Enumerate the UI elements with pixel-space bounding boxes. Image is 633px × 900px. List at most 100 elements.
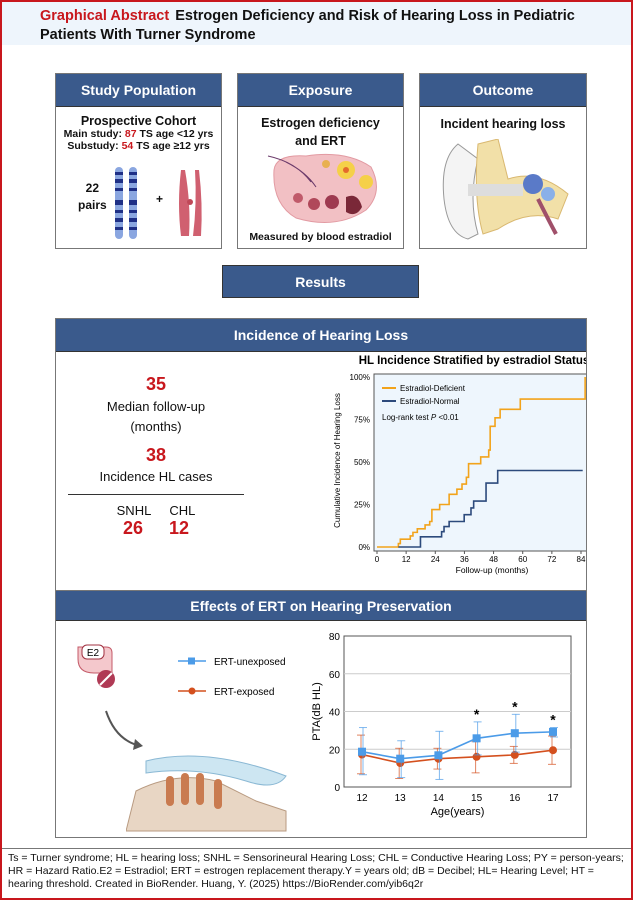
pta-xtick: 16 <box>509 793 521 804</box>
substudy-line: Substudy: 54 TS age ≥12 yrs <box>56 140 221 152</box>
pta-line-1 <box>361 749 554 764</box>
pta-xtick: 12 <box>356 793 368 804</box>
main-study-line: Main study: 87 TS age <12 yrs <box>56 128 221 140</box>
pta-point <box>510 729 519 738</box>
pta-xlabel: Age(years) <box>431 806 485 818</box>
page-title: Graphical Abstract Estrogen Deficiency an… <box>40 7 600 45</box>
effects-panel: Effects of ERT on Hearing Preservation E… <box>55 590 587 838</box>
pta-legend-label: ERT-unexposed <box>214 657 286 668</box>
pta-ytick: 20 <box>329 745 341 756</box>
e2-label: E2 <box>87 648 100 659</box>
pairs-label: 22 pairs <box>78 180 107 214</box>
main-prefix: Main study: <box>63 128 122 140</box>
km-chart: HL Incidence Stratified by estradiol Sta… <box>333 355 586 575</box>
sub-prefix: Substudy: <box>67 140 119 152</box>
snhl-value: 26 <box>122 518 143 538</box>
arrow-icon <box>105 710 143 750</box>
pta-ylabel: PTA(dB HL) <box>311 682 323 740</box>
followup-label: Median follow-up (months) <box>106 399 206 434</box>
exposure-caption: Measured by blood estradiol <box>249 231 392 243</box>
incidence-heading: Incidence of Hearing Loss <box>56 319 586 352</box>
sub-n: 54 <box>121 140 134 152</box>
cohort-title: Prospective Cohort <box>80 114 197 128</box>
chromosome-icon <box>115 167 202 239</box>
km-ytick: 100% <box>350 373 370 382</box>
km-series-0 <box>377 377 586 548</box>
pta-chart: 0 20 40 60 80 12 13 14 15 16 17 Age(years) PTA(dB HL… <box>178 632 572 818</box>
pta-point <box>549 746 557 755</box>
e2-pill-icon: E2 <box>77 644 115 688</box>
significance-asterisk: * <box>474 706 480 722</box>
exposure-panel: Exposure Estrogen deficiency and ERT Mea… <box>237 73 404 249</box>
plus-sign: + <box>156 192 164 206</box>
exposure-heading: Exposure <box>238 74 403 107</box>
pta-point <box>472 752 481 761</box>
km-xtick: 12 <box>402 555 411 564</box>
outcome-text: Incident hearing loss <box>440 117 566 131</box>
pta-legend-marker <box>188 687 196 695</box>
title-bar: Graphical Abstract Estrogen Deficiency an… <box>2 2 631 45</box>
km-ytick: 75% <box>354 416 370 425</box>
km-legend-label: Estradiol-Deficient <box>400 384 466 393</box>
results-button[interactable]: Results <box>222 265 419 298</box>
incidence-panel: Incidence of Hearing Loss 35 Median foll… <box>55 318 587 605</box>
footer-abbreviations: Ts = Turner syndrome; HL = hearing loss;… <box>2 848 631 898</box>
graphical-abstract-label: Graphical Abstract <box>40 8 170 24</box>
significance-asterisk: * <box>512 698 518 714</box>
km-ytick: 25% <box>354 501 370 510</box>
pairs-text: pairs <box>78 198 107 212</box>
effects-heading: Effects of ERT on Hearing Preservation <box>56 591 586 621</box>
followup-value: 35 <box>145 374 167 394</box>
pta-legend-label: ERT-exposed <box>214 687 274 698</box>
pta-xtick: 15 <box>471 793 483 804</box>
pta-xtick: 13 <box>395 793 407 804</box>
km-ylabel: Cumulative Incidence of Hearing Loss <box>333 393 342 528</box>
pta-ytick: 0 <box>334 783 340 794</box>
pta-ytick: 60 <box>329 670 341 681</box>
km-legend-label: Estradiol-Normal <box>400 397 460 406</box>
km-xtick: 24 <box>431 555 440 564</box>
snhl-label: SNHL <box>116 503 152 518</box>
km-xtick: 48 <box>489 555 498 564</box>
pta-point <box>434 751 443 760</box>
pta-point <box>472 734 481 743</box>
km-xtick: 60 <box>518 555 527 564</box>
pta-point <box>510 750 519 759</box>
pta-xtick: 14 <box>433 793 445 804</box>
km-ytick: 50% <box>354 458 370 467</box>
km-xtick: 84 <box>577 555 586 564</box>
cochlea-hair-cells-icon <box>126 755 287 832</box>
divider <box>68 494 244 495</box>
km-ytick: 0% <box>358 543 370 552</box>
chl-value: 12 <box>169 518 190 538</box>
km-xtick: 0 <box>375 555 380 564</box>
km-annotation: Log-rank test P <0.01 <box>382 413 459 422</box>
study-population-panel: Study Population Prospective Cohort Main… <box>55 73 222 249</box>
significance-asterisk: * <box>550 712 556 728</box>
cases-label: Incidence HL cases <box>99 469 213 484</box>
pta-ytick: 40 <box>329 708 341 719</box>
ear-anatomy-icon <box>442 139 569 240</box>
km-xtick: 36 <box>460 555 469 564</box>
ovary-icon <box>267 153 377 223</box>
main-n: 87 <box>124 128 137 140</box>
km-series-1 <box>398 469 583 548</box>
pta-xtick: 17 <box>547 793 559 804</box>
pta-ytick: 80 <box>329 632 341 643</box>
km-xtick: 72 <box>547 555 556 564</box>
pta-point <box>396 754 405 763</box>
km-xlabel: Follow-up (months) <box>456 565 529 575</box>
main-suffix: TS age <12 yrs <box>139 128 214 140</box>
outcome-panel: Outcome Incident hearing loss <box>419 73 587 249</box>
pairs-count: 22 <box>85 181 100 195</box>
pta-point <box>549 727 557 736</box>
pta-legend-marker <box>188 657 195 665</box>
km-title: HL Incidence Stratified by estradiol Sta… <box>359 355 586 367</box>
pta-point <box>358 747 366 756</box>
study-population-heading: Study Population <box>56 74 221 107</box>
title-text: Estrogen Deficiency and Risk of Hearing … <box>40 8 575 43</box>
outcome-heading: Outcome <box>420 74 586 107</box>
pta-line-0 <box>361 731 554 760</box>
cases-value: 38 <box>145 445 167 465</box>
exposure-text: Estrogen deficiency and ERT <box>261 116 380 148</box>
